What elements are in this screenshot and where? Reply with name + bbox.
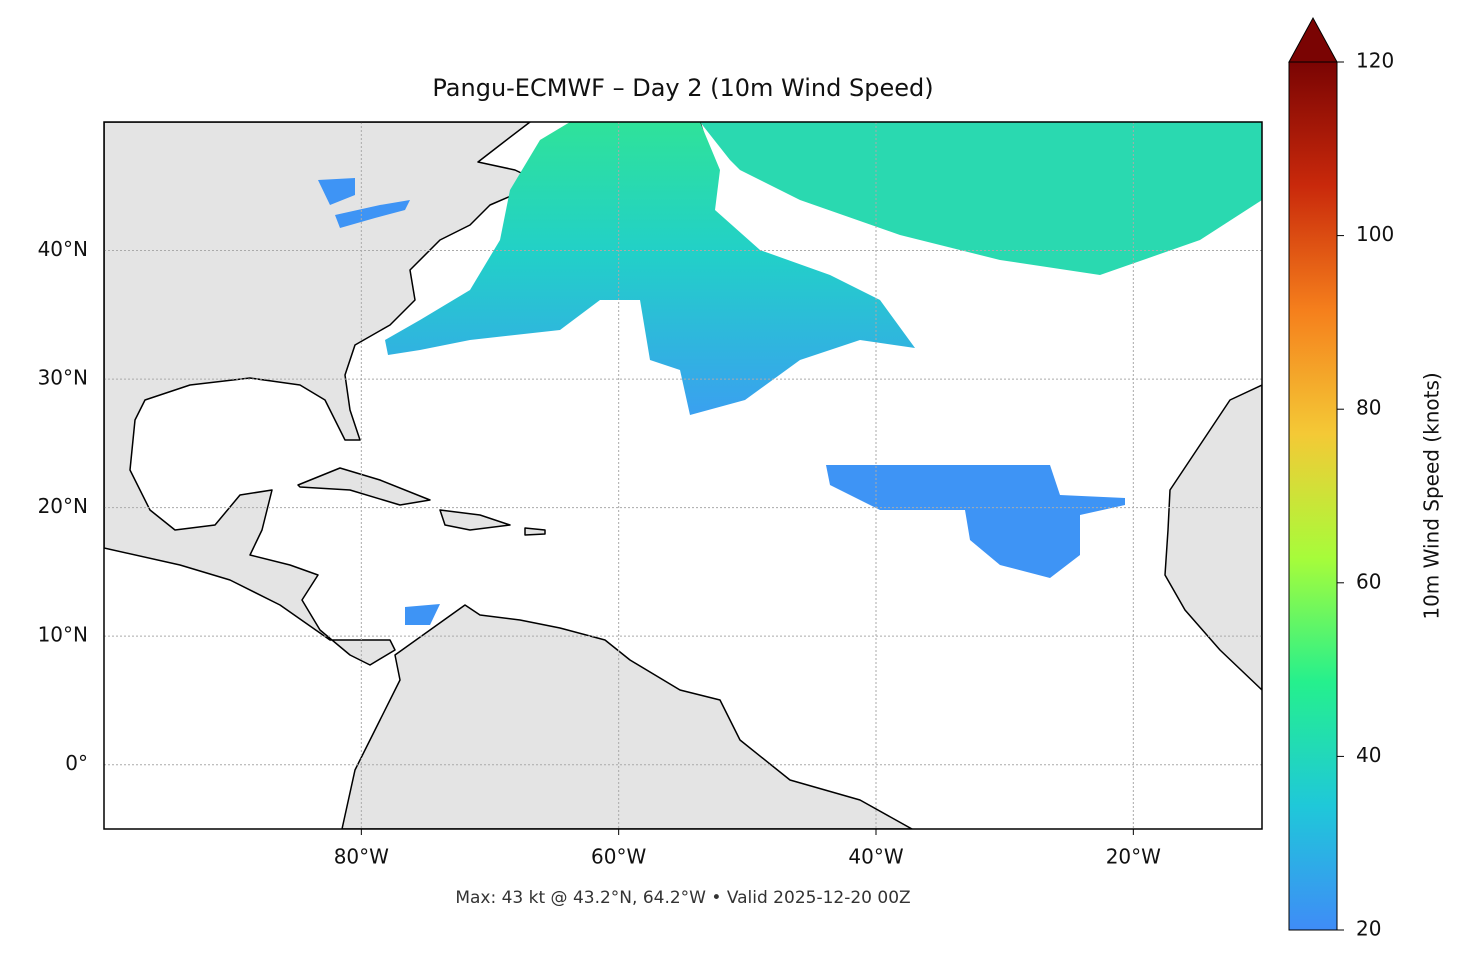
y-tick-label: 0° bbox=[65, 751, 88, 775]
y-tick-label: 10°N bbox=[38, 623, 88, 647]
puerto-rico bbox=[524, 527, 546, 536]
wind-field bbox=[385, 122, 915, 415]
y-tick-label: 20°N bbox=[38, 494, 88, 518]
wind-field bbox=[405, 604, 440, 625]
colorbar-tick-label: 120 bbox=[1356, 49, 1394, 73]
y-tick-label: 30°N bbox=[38, 366, 88, 390]
x-tick-label: 80°W bbox=[334, 845, 389, 869]
footer-note: Max: 43 kt @ 43.2°N, 64.2°W • Valid 2025… bbox=[455, 888, 910, 908]
colorbar-extend bbox=[1288, 16, 1338, 63]
colorbar: 10m Wind Speed (knots) 20 40 60 80 100 120 bbox=[1288, 16, 1444, 941]
colorbar-bar bbox=[1288, 61, 1338, 931]
wind-field bbox=[700, 122, 1262, 275]
colorbar-label: 10m Wind Speed (knots) bbox=[1420, 372, 1444, 619]
colorbar-tick-label: 100 bbox=[1356, 222, 1394, 246]
colorbar-tick-label: 60 bbox=[1356, 569, 1381, 593]
cuba bbox=[297, 467, 431, 506]
africa bbox=[1164, 384, 1262, 691]
x-tick-label: 20°W bbox=[1106, 845, 1161, 869]
south-america bbox=[341, 604, 913, 829]
hispaniola bbox=[439, 509, 511, 531]
wind-field bbox=[318, 178, 355, 205]
y-tick-label: 40°N bbox=[38, 237, 88, 261]
colorbar-tick-label: 80 bbox=[1356, 396, 1381, 420]
colorbar-tick-label: 40 bbox=[1356, 743, 1381, 767]
north-america bbox=[104, 122, 541, 666]
x-tick-label: 60°W bbox=[591, 845, 646, 869]
wind-field bbox=[335, 200, 410, 228]
map-frame bbox=[103, 121, 1263, 830]
chart-title: Pangu-ECMWF – Day 2 (10m Wind Speed) bbox=[432, 74, 933, 102]
map bbox=[104, 122, 1262, 829]
wind-field bbox=[826, 465, 1125, 578]
x-tick-label: 40°W bbox=[848, 845, 903, 869]
colorbar-tick-label: 20 bbox=[1356, 917, 1381, 941]
